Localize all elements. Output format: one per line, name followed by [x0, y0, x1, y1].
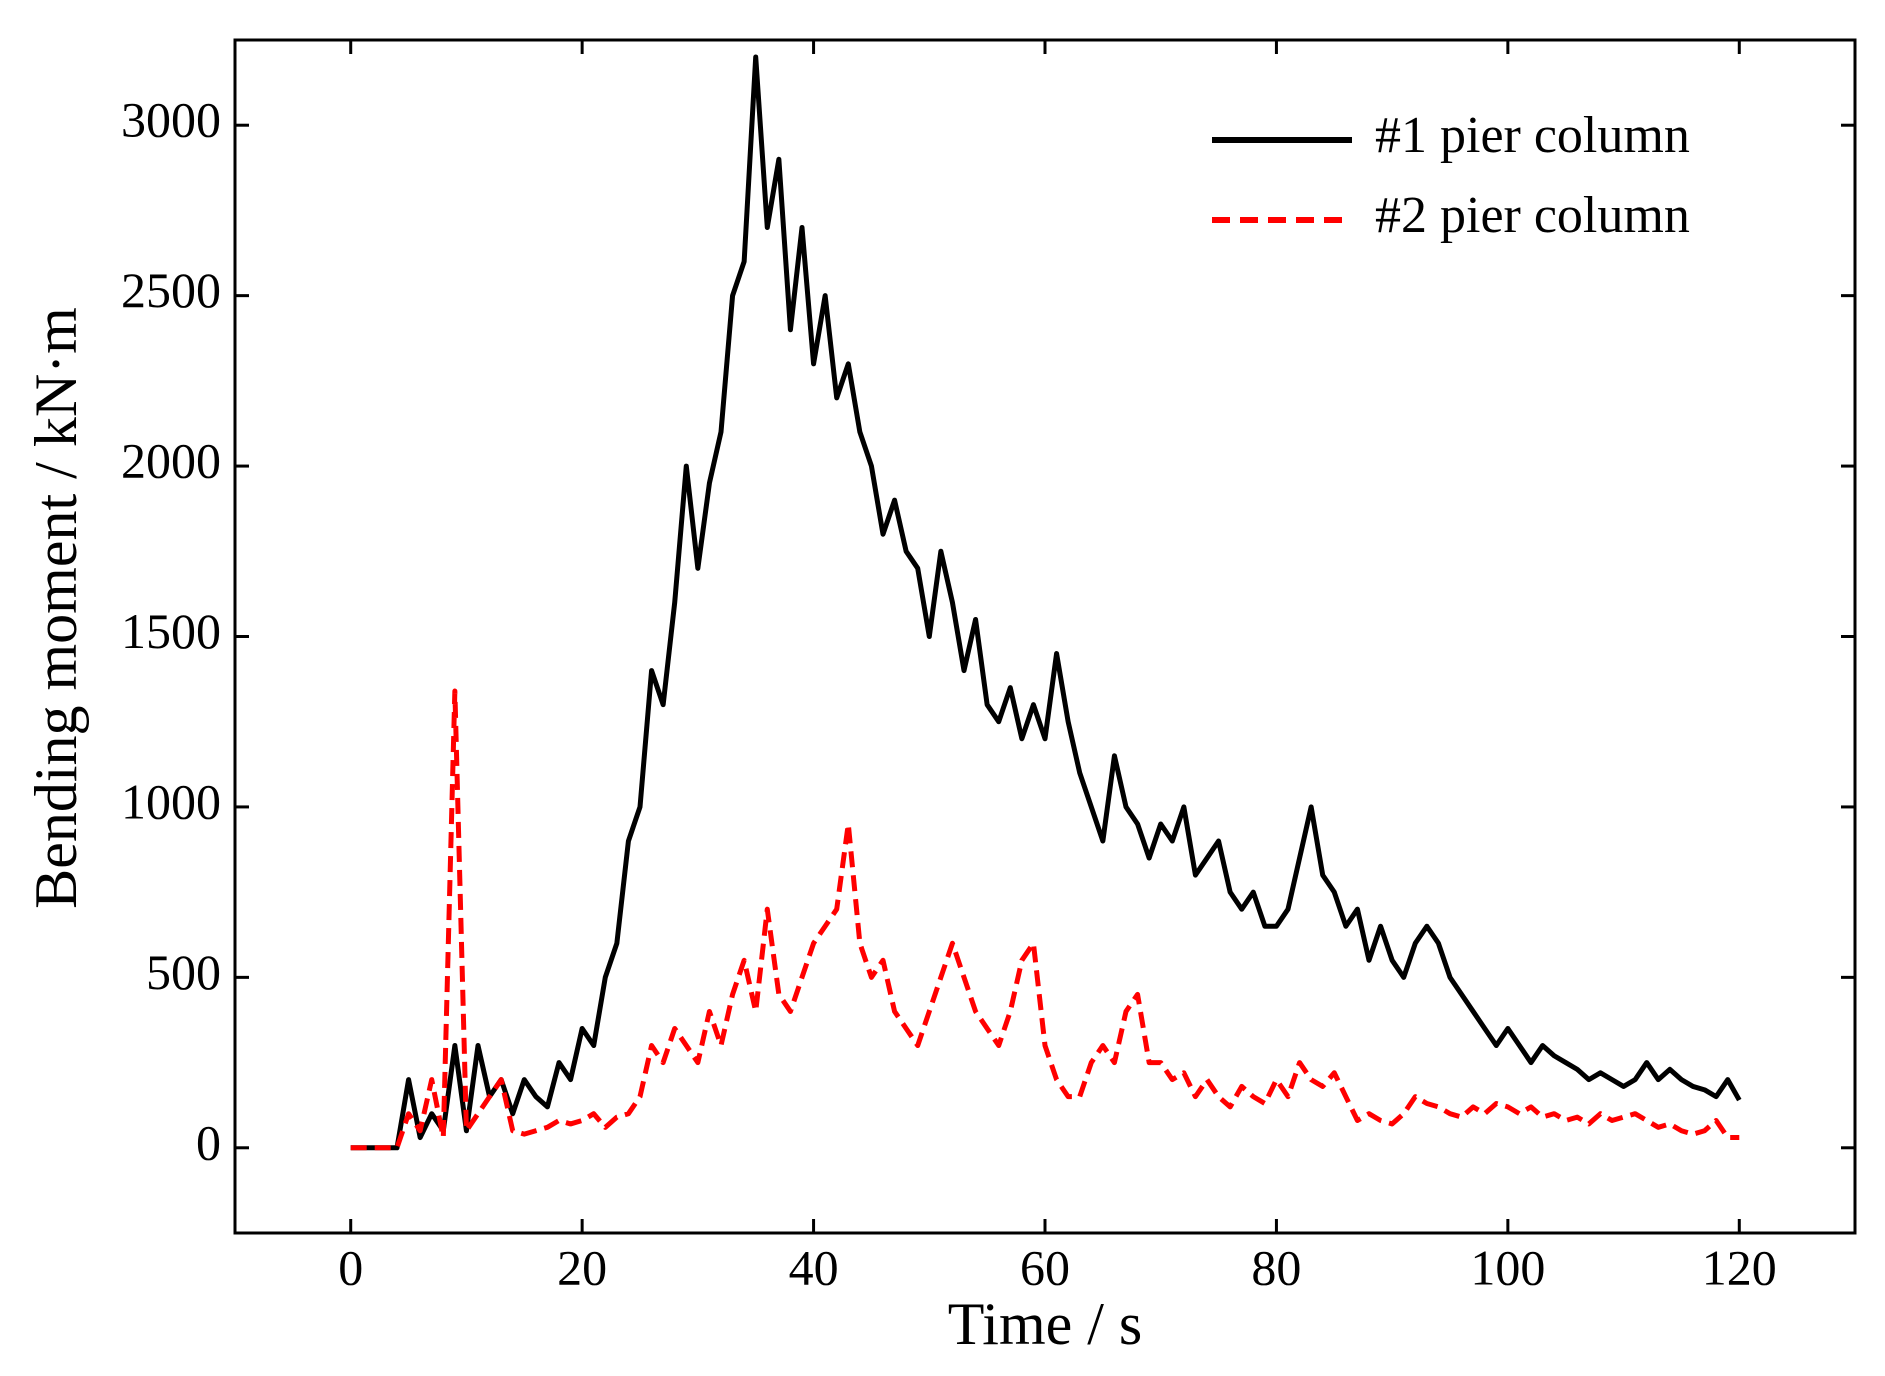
- y-tick-label: 2500: [121, 262, 221, 318]
- y-tick-label: 3000: [121, 92, 221, 148]
- x-tick-label: 60: [1020, 1239, 1070, 1295]
- y-tick-label: 1000: [121, 773, 221, 829]
- x-tick-label: 0: [338, 1239, 363, 1295]
- legend-label: #1 pier column: [1375, 107, 1690, 164]
- x-tick-label: 120: [1702, 1239, 1777, 1295]
- y-tick-label: 500: [146, 944, 221, 1000]
- y-tick-label: 0: [196, 1114, 221, 1170]
- x-tick-label: 80: [1251, 1239, 1301, 1295]
- x-tick-label: 40: [789, 1239, 839, 1295]
- x-tick-label: 20: [557, 1239, 607, 1295]
- y-tick-label: 2000: [121, 433, 221, 489]
- y-axis-title: Bending moment / kN·m: [23, 307, 89, 909]
- data-line: [350, 688, 1740, 1151]
- legend-label: #2 pier column: [1375, 187, 1690, 244]
- y-tick-label: 1500: [121, 603, 221, 659]
- x-tick-label: 100: [1470, 1239, 1545, 1295]
- data-line: [350, 54, 1742, 1151]
- x-axis-title: Time / s: [948, 1291, 1143, 1357]
